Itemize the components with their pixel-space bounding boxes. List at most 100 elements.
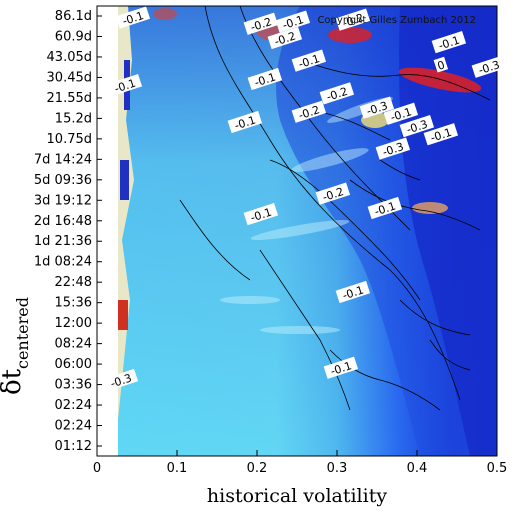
x-axis: 0 0.1 0.2 0.3 0.4 0.5 [93,450,507,476]
y-tick-label: 02:24 [55,398,92,413]
contour-label-text: -0.1 [389,105,413,124]
x-tick-label: 0.5 [487,461,508,476]
contour-label: -0.1 [423,123,459,146]
contour-label-bg [107,74,143,97]
contour-label-text: -0.1 [437,34,461,53]
contour-label-bg [335,280,371,304]
y-tick-label: 12:00 [55,316,92,331]
plot-frame [96,5,498,457]
contour-label: -0.2 [335,8,371,31]
y-tick-label: 01:12 [55,439,92,454]
contour-label-text: -0.3 [365,99,389,118]
contour-label: -0.1 [431,31,467,54]
contour-label-bg [335,8,371,31]
contour-label-bg [375,137,411,160]
contour-label-bg [247,67,283,91]
copyright-text: Copyright Gilles Zumbach 2012 [317,15,476,26]
y-tick-label: 03:36 [55,378,92,393]
contour-label: -0.1 [383,102,419,125]
contour-label-text: -0.1 [113,77,137,96]
y-tick-label: 86.1d [55,9,92,24]
contour-label: -0.1 [115,6,151,29]
contour-label-bg [103,368,139,392]
contour-label-text: -0.3 [477,58,501,77]
left-edge-strip [97,6,134,456]
plot-area [97,6,497,456]
contour-label-text: -0.1 [121,9,145,28]
y-tick-label: 3d 19:12 [34,193,92,208]
contour-label: -0.1 [291,49,327,72]
x-tick-label: 0.1 [167,461,188,476]
y-tick-label: 02:24 [55,419,92,434]
contour-label-bg [115,6,151,29]
contour-label: -0.1 [243,203,279,226]
contour-label-bg [399,114,435,138]
contour-label-text: -0.3 [381,140,405,159]
y-tick-label: 2d 16:48 [34,214,92,229]
contour-label-bg [433,56,449,73]
contour-label-text: -0.1 [373,199,397,218]
contour-label: -0.1 [335,280,371,304]
contour-label-text: -0.1 [253,70,277,89]
contour-label: -0.3 [375,137,411,160]
contour-label-text: -0.2 [341,11,365,30]
contour-label: -0.1 [323,356,359,379]
contour-label-bg [323,356,359,379]
contour-label-bg [243,203,279,226]
x-tick-label: 0.3 [327,461,348,476]
contour-label-text: -0.2 [249,15,273,34]
contour-label-bg [471,55,507,78]
contour-label: -0.3 [359,96,395,119]
contour-label: -0.1 [275,10,311,33]
contour-label-group: -0.2 -0.1 -0.2-0.2-0.1-0.1-0.2-0.1-0.3-0.2… [103,6,507,392]
y-tick-label: 60.9d [55,29,92,44]
x-tick-label: 0.2 [247,461,268,476]
contour-label-text: -0.1 [341,283,365,302]
y-tick-label: 15:36 [55,296,92,311]
contour-label-text: -0.1 [281,13,305,32]
contour-label-text: -0.2 [325,85,349,104]
contour-label: -0.2 [319,82,355,105]
y-axis-label-sub: centered [13,297,32,369]
contour-label-text: -0.2 [297,103,321,122]
contour-label: 0 [433,56,449,73]
contour-label-bg [243,12,279,35]
contour-label-bg [423,123,459,146]
contour-label: -0.3 [399,114,435,138]
contour-label-bg [275,10,311,33]
contour-label: -0.3 [471,55,507,78]
y-tick-label: 10.75d [47,132,92,147]
contour-label-text: -0.1 [429,126,453,145]
contour-label-text: -0.2 [273,30,297,49]
y-tick-label: 5d 09:36 [34,173,92,188]
contour-label: -0.3 [103,368,139,392]
contour-label-bg [367,196,403,220]
contour-label-bg [291,100,327,123]
contour-label-text: -0.3 [405,118,429,137]
contour-label-bg [359,96,395,119]
contour-label: -0.1 [227,110,263,134]
y-tick-label: 06:00 [55,357,92,372]
contour-label: -0.2 [267,26,303,50]
contour-label: -0.2 [243,12,279,35]
contour-label-text: -0.1 [329,359,353,378]
x-axis-label: historical volatility [207,485,387,507]
y-tick-label: 43.05d [47,50,92,65]
y-axis-label: δt centered [0,297,32,395]
x-tick-label: 0 [93,461,101,476]
contour-label-bg [267,26,303,50]
contour-label-bg [315,182,351,205]
y-tick-label: 1d 08:24 [34,255,92,270]
contour-label-bg [319,82,355,105]
y-tick-label: 15.2d [55,111,92,126]
y-tick-label: 22:48 [55,275,92,290]
contour-label-text: -0.3 [109,371,133,390]
contour-label-text: -0.1 [249,206,273,225]
y-tick-label: 7d 14:24 [34,152,92,167]
y-tick-label: 1d 21:36 [34,234,92,249]
x-tick-label: 0.4 [407,461,428,476]
contour-label-text: -0.2 [321,185,345,204]
contour-label-bg [383,102,419,125]
contour-label-bg [291,49,327,72]
